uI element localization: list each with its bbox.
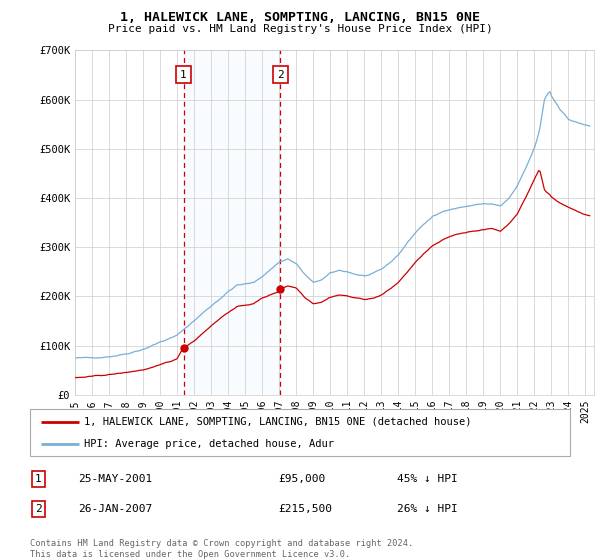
FancyBboxPatch shape: [30, 409, 570, 456]
Text: 1, HALEWICK LANE, SOMPTING, LANCING, BN15 0NE: 1, HALEWICK LANE, SOMPTING, LANCING, BN1…: [120, 11, 480, 24]
Bar: [184, 50, 280, 395]
Text: £95,000: £95,000: [278, 474, 326, 484]
Text: Contains HM Land Registry data © Crown copyright and database right 2024.
This d: Contains HM Land Registry data © Crown c…: [30, 539, 413, 559]
Text: 45% ↓ HPI: 45% ↓ HPI: [397, 474, 458, 484]
Text: 26-JAN-2007: 26-JAN-2007: [79, 504, 153, 514]
Text: 1, HALEWICK LANE, SOMPTING, LANCING, BN15 0NE (detached house): 1, HALEWICK LANE, SOMPTING, LANCING, BN1…: [84, 417, 472, 427]
Text: Price paid vs. HM Land Registry's House Price Index (HPI): Price paid vs. HM Land Registry's House …: [107, 24, 493, 34]
Text: 2: 2: [277, 69, 284, 80]
Text: 1: 1: [35, 474, 41, 484]
Text: £215,500: £215,500: [278, 504, 332, 514]
Text: 25-MAY-2001: 25-MAY-2001: [79, 474, 153, 484]
Text: 2: 2: [35, 504, 41, 514]
Text: HPI: Average price, detached house, Adur: HPI: Average price, detached house, Adur: [84, 438, 334, 449]
Text: 26% ↓ HPI: 26% ↓ HPI: [397, 504, 458, 514]
Text: 1: 1: [180, 69, 187, 80]
